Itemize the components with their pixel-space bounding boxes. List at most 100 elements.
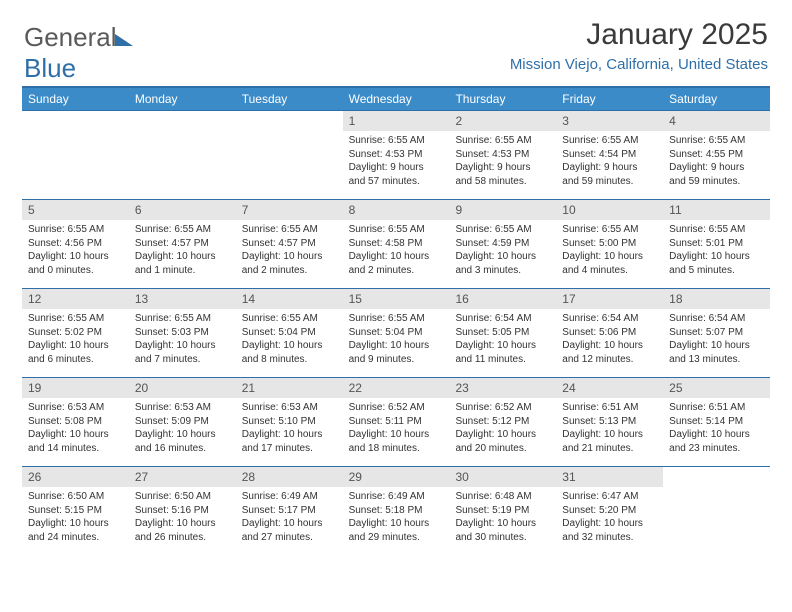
day-number: 8	[343, 200, 450, 220]
sunrise-text: Sunrise: 6:55 AM	[349, 134, 444, 148]
daylight-line1: Daylight: 9 hours	[349, 161, 444, 175]
daylight-line1: Daylight: 10 hours	[349, 339, 444, 353]
daylight-line2: and 17 minutes.	[242, 442, 337, 456]
sunrise-text: Sunrise: 6:52 AM	[349, 401, 444, 415]
calendar-cell: 18Sunrise: 6:54 AMSunset: 5:07 PMDayligh…	[663, 289, 770, 377]
calendar-cell: 1Sunrise: 6:55 AMSunset: 4:53 PMDaylight…	[343, 111, 450, 199]
daylight-line1: Daylight: 10 hours	[562, 517, 657, 531]
daylight-line2: and 14 minutes.	[28, 442, 123, 456]
week-row: 1Sunrise: 6:55 AMSunset: 4:53 PMDaylight…	[22, 110, 770, 199]
brand-name-b: Blue	[24, 53, 76, 83]
day-number: 7	[236, 200, 343, 220]
calendar-cell: 31Sunrise: 6:47 AMSunset: 5:20 PMDayligh…	[556, 467, 663, 555]
day-info: Sunrise: 6:55 AMSunset: 4:56 PMDaylight:…	[22, 220, 129, 280]
daylight-line2: and 12 minutes.	[562, 353, 657, 367]
day-header: Monday	[129, 88, 236, 110]
sunset-text: Sunset: 5:12 PM	[455, 415, 550, 429]
calendar-cell	[22, 111, 129, 199]
daylight-line1: Daylight: 10 hours	[455, 517, 550, 531]
day-number	[236, 111, 343, 131]
day-header-row: SundayMondayTuesdayWednesdayThursdayFrid…	[22, 88, 770, 110]
day-info: Sunrise: 6:55 AMSunset: 5:02 PMDaylight:…	[22, 309, 129, 369]
day-number: 23	[449, 378, 556, 398]
daylight-line2: and 57 minutes.	[349, 175, 444, 189]
day-header: Tuesday	[236, 88, 343, 110]
day-number: 16	[449, 289, 556, 309]
sunset-text: Sunset: 5:13 PM	[562, 415, 657, 429]
daylight-line2: and 30 minutes.	[455, 531, 550, 545]
calendar-cell: 22Sunrise: 6:52 AMSunset: 5:11 PMDayligh…	[343, 378, 450, 466]
calendar-cell: 25Sunrise: 6:51 AMSunset: 5:14 PMDayligh…	[663, 378, 770, 466]
calendar-cell	[236, 111, 343, 199]
daylight-line1: Daylight: 10 hours	[28, 517, 123, 531]
daylight-line1: Daylight: 10 hours	[135, 428, 230, 442]
daylight-line2: and 1 minute.	[135, 264, 230, 278]
sunrise-text: Sunrise: 6:53 AM	[28, 401, 123, 415]
calendar-cell: 9Sunrise: 6:55 AMSunset: 4:59 PMDaylight…	[449, 200, 556, 288]
week-row: 19Sunrise: 6:53 AMSunset: 5:08 PMDayligh…	[22, 377, 770, 466]
daylight-line2: and 7 minutes.	[135, 353, 230, 367]
day-info: Sunrise: 6:54 AMSunset: 5:05 PMDaylight:…	[449, 309, 556, 369]
daylight-line2: and 29 minutes.	[349, 531, 444, 545]
daylight-line1: Daylight: 10 hours	[242, 428, 337, 442]
sunrise-text: Sunrise: 6:53 AM	[242, 401, 337, 415]
day-number: 9	[449, 200, 556, 220]
sunrise-text: Sunrise: 6:51 AM	[562, 401, 657, 415]
day-info: Sunrise: 6:55 AMSunset: 4:57 PMDaylight:…	[129, 220, 236, 280]
daylight-line1: Daylight: 10 hours	[669, 339, 764, 353]
sunset-text: Sunset: 5:00 PM	[562, 237, 657, 251]
day-info: Sunrise: 6:55 AMSunset: 4:59 PMDaylight:…	[449, 220, 556, 280]
day-info: Sunrise: 6:53 AMSunset: 5:08 PMDaylight:…	[22, 398, 129, 458]
day-number: 14	[236, 289, 343, 309]
daylight-line1: Daylight: 10 hours	[455, 339, 550, 353]
sunrise-text: Sunrise: 6:55 AM	[669, 223, 764, 237]
daylight-line2: and 21 minutes.	[562, 442, 657, 456]
day-number: 18	[663, 289, 770, 309]
sunset-text: Sunset: 4:53 PM	[349, 148, 444, 162]
daylight-line2: and 5 minutes.	[669, 264, 764, 278]
daylight-line1: Daylight: 10 hours	[349, 250, 444, 264]
day-number: 26	[22, 467, 129, 487]
sunrise-text: Sunrise: 6:55 AM	[28, 223, 123, 237]
daylight-line2: and 27 minutes.	[242, 531, 337, 545]
sunset-text: Sunset: 5:04 PM	[242, 326, 337, 340]
daylight-line2: and 2 minutes.	[349, 264, 444, 278]
daylight-line2: and 23 minutes.	[669, 442, 764, 456]
brand-triangle-icon	[115, 34, 133, 46]
day-info: Sunrise: 6:50 AMSunset: 5:15 PMDaylight:…	[22, 487, 129, 547]
calendar-cell: 19Sunrise: 6:53 AMSunset: 5:08 PMDayligh…	[22, 378, 129, 466]
day-info: Sunrise: 6:49 AMSunset: 5:17 PMDaylight:…	[236, 487, 343, 547]
sunset-text: Sunset: 4:55 PM	[669, 148, 764, 162]
calendar-cell: 10Sunrise: 6:55 AMSunset: 5:00 PMDayligh…	[556, 200, 663, 288]
day-number: 15	[343, 289, 450, 309]
day-info: Sunrise: 6:55 AMSunset: 4:55 PMDaylight:…	[663, 131, 770, 191]
daylight-line1: Daylight: 10 hours	[135, 250, 230, 264]
calendar-cell: 26Sunrise: 6:50 AMSunset: 5:15 PMDayligh…	[22, 467, 129, 555]
day-number: 27	[129, 467, 236, 487]
day-info: Sunrise: 6:55 AMSunset: 4:54 PMDaylight:…	[556, 131, 663, 191]
sunrise-text: Sunrise: 6:55 AM	[455, 223, 550, 237]
day-number: 19	[22, 378, 129, 398]
page-header: January 2025 Mission Viejo, California, …	[510, 18, 768, 73]
sunset-text: Sunset: 5:19 PM	[455, 504, 550, 518]
sunset-text: Sunset: 5:17 PM	[242, 504, 337, 518]
brand-logo: General Blue	[24, 22, 133, 84]
daylight-line1: Daylight: 10 hours	[455, 250, 550, 264]
sunrise-text: Sunrise: 6:49 AM	[242, 490, 337, 504]
day-number: 12	[22, 289, 129, 309]
sunrise-text: Sunrise: 6:55 AM	[28, 312, 123, 326]
daylight-line1: Daylight: 10 hours	[135, 517, 230, 531]
sunset-text: Sunset: 4:53 PM	[455, 148, 550, 162]
day-number	[129, 111, 236, 131]
month-title: January 2025	[510, 18, 768, 52]
brand-name-a: General	[24, 22, 117, 52]
daylight-line1: Daylight: 10 hours	[455, 428, 550, 442]
day-info: Sunrise: 6:53 AMSunset: 5:10 PMDaylight:…	[236, 398, 343, 458]
sunset-text: Sunset: 5:14 PM	[669, 415, 764, 429]
sunrise-text: Sunrise: 6:55 AM	[562, 134, 657, 148]
daylight-line2: and 13 minutes.	[669, 353, 764, 367]
day-info: Sunrise: 6:55 AMSunset: 4:53 PMDaylight:…	[343, 131, 450, 191]
calendar-cell: 7Sunrise: 6:55 AMSunset: 4:57 PMDaylight…	[236, 200, 343, 288]
sunset-text: Sunset: 4:57 PM	[242, 237, 337, 251]
day-info: Sunrise: 6:50 AMSunset: 5:16 PMDaylight:…	[129, 487, 236, 547]
